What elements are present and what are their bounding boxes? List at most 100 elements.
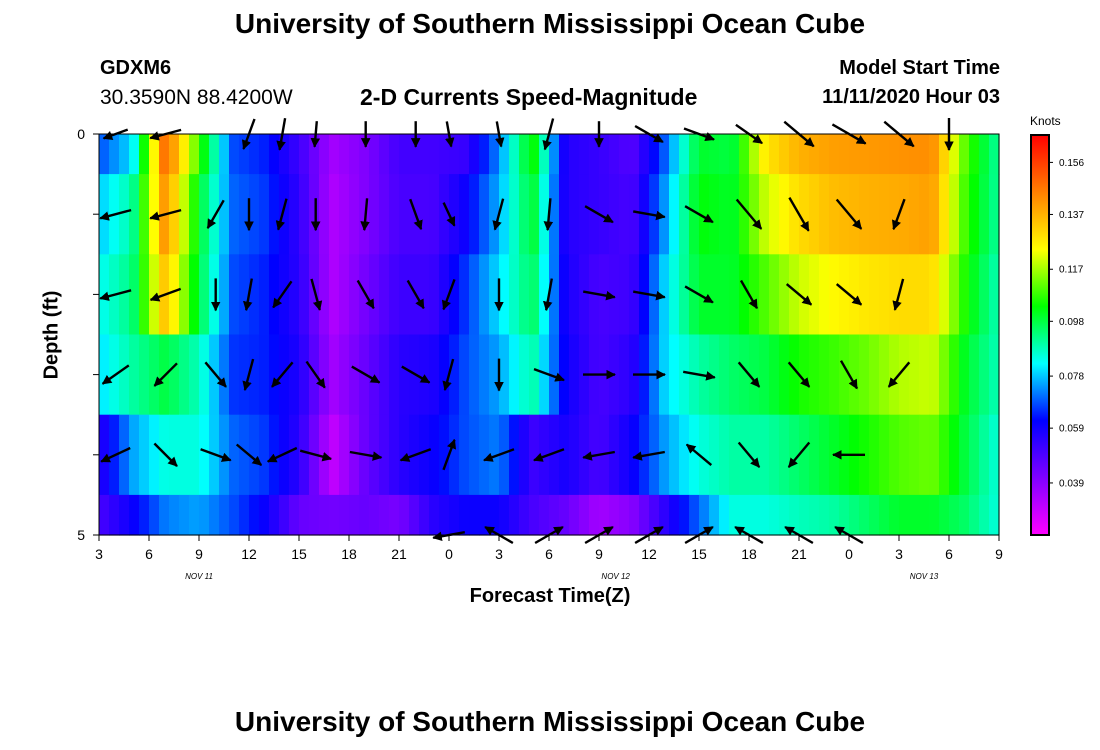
heatmap-cell bbox=[439, 174, 450, 255]
heatmap-cell bbox=[559, 414, 570, 496]
heatmap-cell bbox=[489, 174, 500, 255]
heatmap-cell bbox=[249, 254, 260, 336]
heatmap-cell bbox=[809, 254, 820, 336]
heatmap-cell bbox=[259, 334, 270, 416]
colorbar-tick-label: 0.156 bbox=[1059, 158, 1084, 169]
current-vector bbox=[349, 450, 383, 461]
heatmap-cell bbox=[399, 334, 410, 416]
heatmap-cell bbox=[279, 174, 290, 255]
heatmap-cell bbox=[909, 414, 920, 496]
heatmap-cell bbox=[429, 414, 440, 496]
heatmap-cell bbox=[989, 174, 1000, 255]
heatmap-cell bbox=[649, 134, 660, 175]
heatmap-cell bbox=[709, 334, 720, 416]
heatmap-cell bbox=[519, 134, 530, 175]
heatmap-cell bbox=[679, 254, 690, 336]
heatmap-cell bbox=[649, 414, 660, 496]
heatmap-cell bbox=[279, 494, 290, 536]
heatmap-cell bbox=[519, 334, 530, 416]
heatmap-cell bbox=[459, 494, 470, 536]
heatmap-cell bbox=[699, 414, 710, 496]
heatmap-cell bbox=[959, 494, 970, 536]
heatmap-cell bbox=[419, 174, 430, 255]
heatmap-cell bbox=[119, 134, 130, 175]
heatmap-cell bbox=[249, 494, 260, 536]
heatmap-cell bbox=[139, 414, 150, 496]
heatmap-cell bbox=[679, 334, 690, 416]
x-tick-label: 9 bbox=[995, 546, 1003, 562]
heatmap-cell bbox=[979, 134, 990, 175]
heatmap-cell bbox=[269, 254, 280, 336]
current-vector bbox=[684, 285, 714, 304]
heatmap-cell bbox=[509, 174, 520, 255]
heatmap-cell bbox=[989, 414, 1000, 496]
heatmap-cell bbox=[549, 414, 560, 496]
heatmap-cell bbox=[809, 174, 820, 255]
heatmap-cell bbox=[169, 254, 180, 336]
heatmap-cell bbox=[349, 494, 360, 536]
colorbar-tick-label: 0.098 bbox=[1059, 317, 1084, 328]
current-vector bbox=[685, 443, 713, 467]
heatmap-cell bbox=[419, 414, 430, 496]
heatmap-cell bbox=[139, 334, 150, 416]
heatmap-cell bbox=[799, 134, 810, 175]
heatmap-cell bbox=[569, 494, 580, 536]
current-vector bbox=[149, 208, 182, 221]
current-vector bbox=[356, 279, 375, 310]
current-vector bbox=[582, 290, 616, 301]
heatmap-cell bbox=[799, 174, 810, 255]
current-vector bbox=[582, 450, 616, 461]
heatmap-cell bbox=[339, 254, 350, 336]
heatmap-cell bbox=[369, 174, 380, 255]
heatmap-cell bbox=[759, 414, 770, 496]
current-vector bbox=[584, 205, 614, 224]
heatmap-cell bbox=[529, 134, 540, 175]
heatmap-cell bbox=[179, 494, 190, 536]
x-tick-label: 3 bbox=[495, 546, 503, 562]
heatmap-cell bbox=[789, 254, 800, 336]
heatmap-cell bbox=[449, 494, 460, 536]
heatmap-cell bbox=[509, 494, 520, 536]
heatmap-cell bbox=[379, 174, 390, 255]
heatmap-cell bbox=[329, 134, 340, 175]
heatmap-cell bbox=[399, 414, 410, 496]
heatmap-cell bbox=[859, 254, 870, 336]
heatmap-cell bbox=[599, 494, 610, 536]
heatmap-cell bbox=[339, 494, 350, 536]
current-vector bbox=[892, 278, 905, 311]
current-vector bbox=[153, 362, 178, 387]
x-tick-label: 0 bbox=[445, 546, 453, 562]
heatmap-cell bbox=[479, 254, 490, 336]
heatmap-cell bbox=[249, 134, 260, 175]
current-vector bbox=[153, 442, 178, 467]
heatmap-cell bbox=[259, 174, 270, 255]
heatmap-cell bbox=[719, 254, 730, 336]
heatmap-cell bbox=[829, 174, 840, 255]
heatmap-cell bbox=[919, 334, 930, 416]
heatmap-cell bbox=[699, 494, 710, 536]
heatmap-cell bbox=[259, 414, 270, 496]
heatmap-cell bbox=[319, 174, 330, 255]
heatmap-cell bbox=[599, 134, 610, 175]
heatmap-cell bbox=[919, 254, 930, 336]
heatmap-cell bbox=[389, 174, 400, 255]
day-label: NOV 12 bbox=[601, 572, 630, 581]
heatmap-cell bbox=[779, 494, 790, 536]
heatmap-cell bbox=[719, 174, 730, 255]
heatmap-cell bbox=[509, 334, 520, 416]
heatmap-cell bbox=[419, 494, 430, 536]
heatmap-cell bbox=[269, 494, 280, 536]
heatmap-cell bbox=[199, 334, 210, 416]
heatmap-cell bbox=[219, 174, 230, 255]
heatmap-cell bbox=[309, 174, 320, 255]
heatmap-cell bbox=[889, 494, 900, 536]
heatmap-cell bbox=[769, 414, 780, 496]
heatmap-cell bbox=[669, 414, 680, 496]
heatmap-cell bbox=[389, 414, 400, 496]
footer-title: University of Southern Mississippi Ocean… bbox=[234, 706, 866, 737]
heatmap-cell bbox=[879, 174, 890, 255]
heatmap-cell bbox=[629, 254, 640, 336]
heatmap-cell bbox=[959, 254, 970, 336]
heatmap-cell bbox=[539, 174, 550, 255]
